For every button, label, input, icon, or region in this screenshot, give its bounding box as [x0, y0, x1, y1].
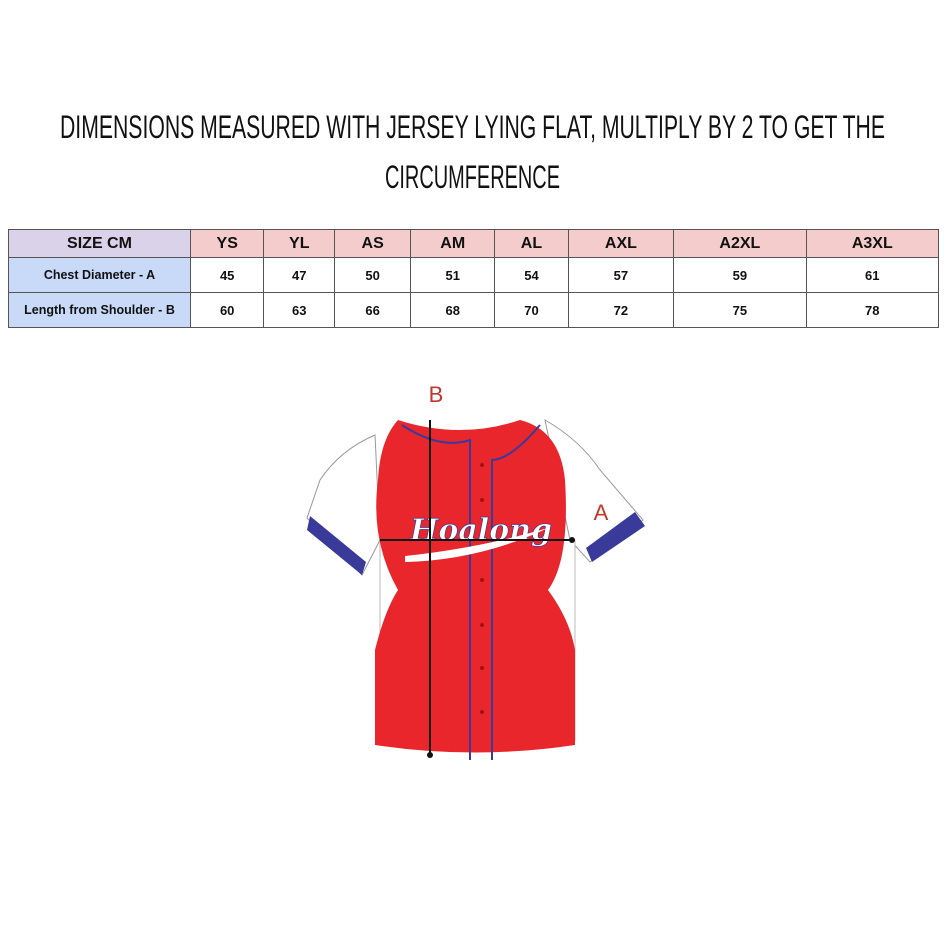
- header-cell: AS: [334, 229, 412, 258]
- cell: 68: [410, 292, 496, 328]
- cell: 50: [334, 257, 412, 293]
- header-cell: AL: [494, 229, 569, 258]
- left-sleeve: [306, 434, 381, 576]
- cell: 78: [805, 292, 940, 328]
- cell: 45: [189, 257, 265, 293]
- header-cell: SIZE CM: [8, 229, 191, 258]
- cell: 59: [673, 257, 807, 293]
- right-sleeve: [544, 419, 644, 563]
- header-cell: AM: [410, 229, 496, 258]
- header-cell: YL: [263, 229, 336, 258]
- side-panels: [379, 539, 576, 741]
- cell: 66: [334, 292, 412, 328]
- cell: 47: [263, 257, 336, 293]
- cell: 54: [494, 257, 569, 293]
- cell: 51: [410, 257, 496, 293]
- table-row: Length from Shoulder - B 60 63 66 68 70 …: [8, 292, 940, 328]
- size-table: SIZE CM YS YL AS AM AL AXL A2XL A3XL Che…: [8, 229, 940, 328]
- table-row: Chest Diameter - A 45 47 50 51 54 57 59 …: [8, 257, 940, 293]
- buttons: [480, 463, 484, 714]
- title-line-2: CIRCUMFERENCE: [385, 159, 560, 195]
- header-cell: YS: [189, 229, 265, 258]
- title: DIMENSIONS MEASURED WITH JERSEY LYING FL…: [60, 109, 885, 195]
- cell: 70: [494, 292, 569, 328]
- row-label: Length from Shoulder - B: [8, 292, 191, 328]
- header-cell: A3XL: [805, 229, 940, 258]
- jersey-logo: Hoalong: [409, 513, 552, 548]
- left-sleeve-trim: [307, 516, 366, 575]
- left-placket-piping: [401, 424, 471, 760]
- cell: 61: [805, 257, 940, 293]
- header-row: SIZE CM YS YL AS AM AL AXL A2XL A3XL: [8, 229, 940, 258]
- label-b: B: [429, 382, 444, 407]
- right-sleeve-trim: [586, 512, 645, 562]
- cell: 72: [567, 292, 675, 328]
- cell: 75: [673, 292, 807, 328]
- cell: 57: [567, 257, 675, 293]
- cell: 63: [263, 292, 336, 328]
- right-placket-piping: [491, 424, 541, 760]
- title-line-1: DIMENSIONS MEASURED WITH JERSEY LYING FL…: [60, 109, 885, 145]
- cell: 60: [189, 292, 265, 328]
- header-cell: A2XL: [673, 229, 807, 258]
- row-label: Chest Diameter - A: [8, 257, 191, 293]
- logo-swoosh: [405, 528, 548, 562]
- header-cell: AXL: [567, 229, 675, 258]
- jersey-body: [375, 420, 575, 753]
- label-a: A: [594, 500, 609, 525]
